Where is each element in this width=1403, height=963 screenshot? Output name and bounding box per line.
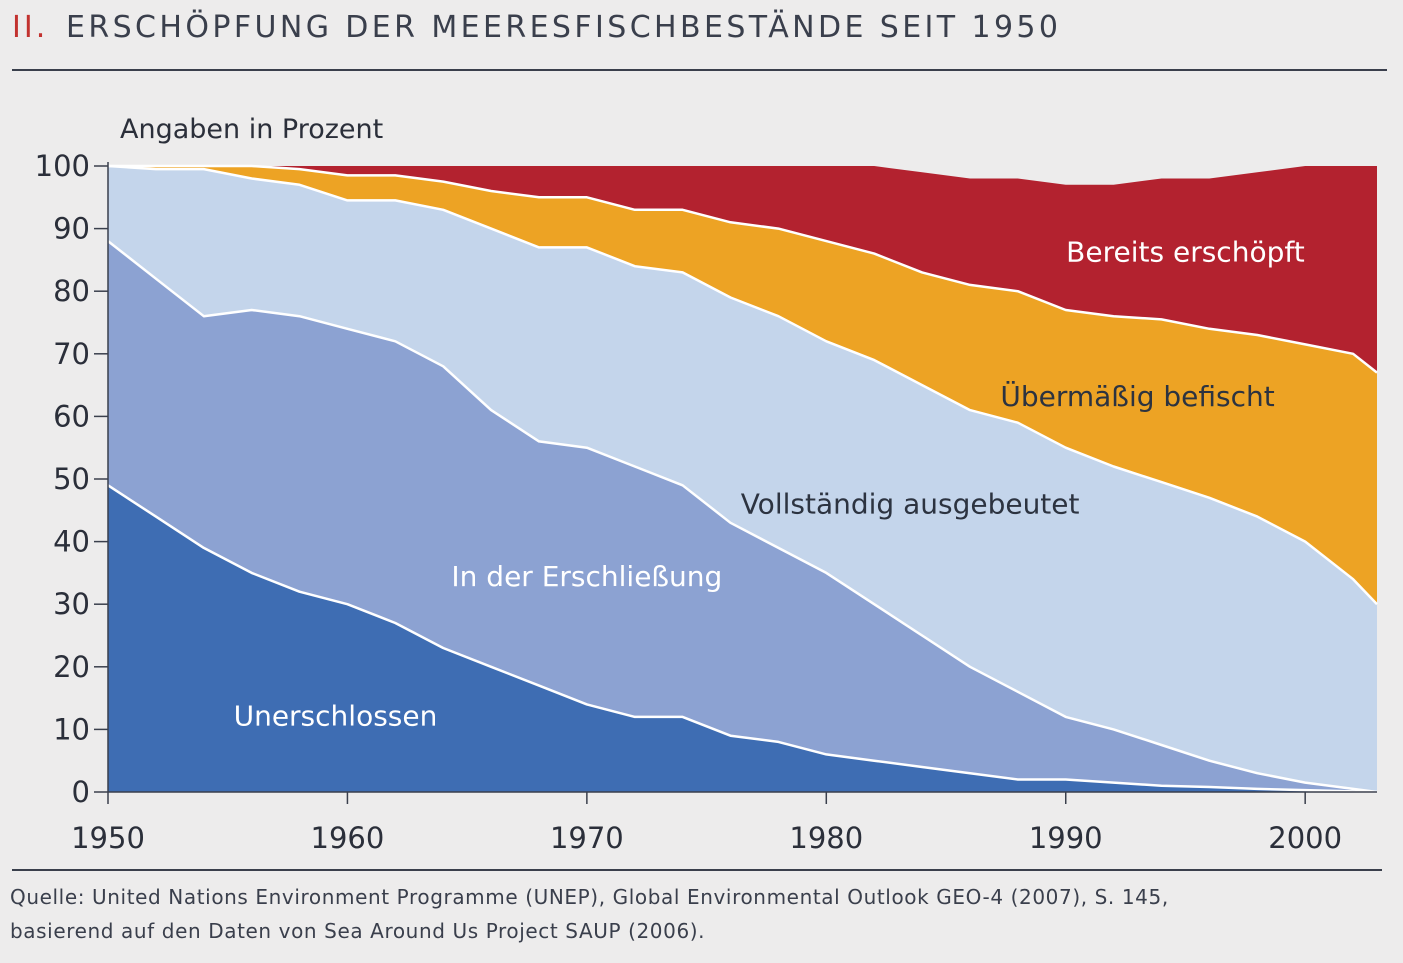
y-tick-label-40: 40 [53, 525, 90, 559]
heading-number: II. [12, 10, 48, 45]
y-axis-label: Angaben in Prozent [120, 114, 383, 145]
label-bereits-erschoepft: Bereits erschöpft [1066, 235, 1305, 268]
title-rule [12, 69, 1387, 71]
area-bereits-erschoepft [108, 166, 1377, 373]
boundary-line-unerschlossen [107, 484, 1378, 794]
footer-rule [12, 869, 1382, 871]
source-line-1: Quelle: United Nations Environment Progr… [10, 885, 1169, 909]
y-tick-label-30: 30 [53, 587, 90, 621]
y-tick-label-20: 20 [53, 650, 90, 684]
source-line-2: basierend auf den Daten von Sea Around U… [10, 919, 705, 943]
x-tick-label-1970: 1970 [550, 821, 624, 855]
y-tick-label-10: 10 [53, 712, 90, 746]
y-tick-label-70: 70 [53, 337, 90, 371]
x-tick-label-2000: 2000 [1268, 821, 1342, 855]
chart-title: ERSCHÖPFUNG DER MEERESFISCHBESTÄNDE SEIT… [66, 9, 1061, 45]
y-tick-label-80: 80 [53, 274, 90, 308]
label-vollstaendig-ausgebeutet: Vollständig ausgebeutet [741, 487, 1080, 520]
band-labels: Unerschlossen In der Erschließung Vollstän… [234, 235, 1305, 732]
y-tick-label-50: 50 [53, 462, 90, 496]
x-tick-label-1990: 1990 [1029, 821, 1103, 855]
label-in-der-erschliessung: In der Erschließung [451, 560, 722, 593]
plot-area [107, 164, 1378, 794]
area-uebermaessig-befischt [108, 166, 1377, 605]
y-tick-label-0: 0 [72, 775, 90, 809]
area-vollstaendig-ausgebeutet [108, 166, 1377, 792]
y-tick-label-100: 100 [35, 149, 90, 183]
label-unerschlossen: Unerschlossen [234, 700, 438, 733]
axes: 0 10 20 30 40 50 60 70 80 90 100 1950 1960 1970 1980 19… [35, 149, 1377, 855]
boundary-line-vollstaendig-ausgebeutet [107, 164, 1378, 606]
y-tick-label-90: 90 [53, 212, 90, 246]
area-unerschlossen [108, 485, 1377, 792]
y-tick-label-60: 60 [53, 399, 90, 433]
boundary-line-uebermaessig-befischt [108, 164, 1378, 374]
boundary-line-in-der-erschliessung [107, 240, 1378, 794]
label-uebermaessig-befischt: Übermäßig befischt [1000, 379, 1274, 413]
x-tick-label-1980: 1980 [789, 821, 863, 855]
x-tick-label-1960: 1960 [311, 821, 385, 855]
area-in-der-erschliessung [108, 241, 1377, 793]
x-tick-label-1950: 1950 [71, 821, 145, 855]
